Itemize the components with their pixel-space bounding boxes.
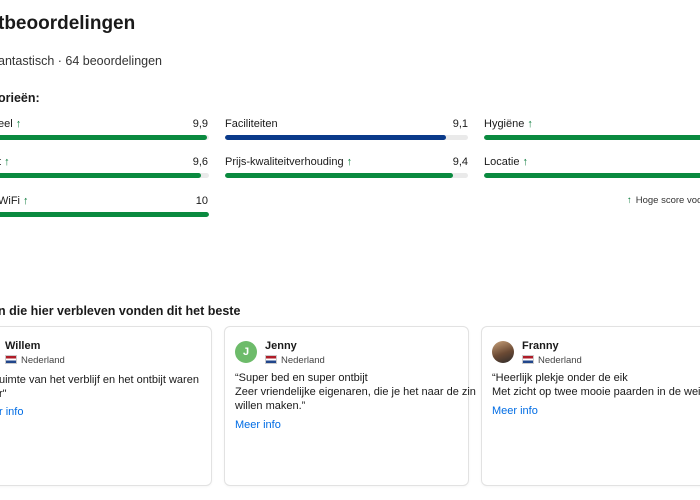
up-arrow-icon: ↑ <box>527 118 533 130</box>
review-card: Willem Nederland uimte van het verblijf … <box>0 326 212 486</box>
score-bar-fill <box>225 135 447 140</box>
category-staff: eel ↑ 9,9 <box>0 118 210 140</box>
guests-heading: n die hier verbleven vonden dit het best… <box>0 304 241 318</box>
review-quote: uimte van het verblijf en het ontbijt wa… <box>0 373 199 401</box>
score-bar <box>225 173 468 178</box>
category-hygiene: Hygiëne ↑ <box>484 118 700 140</box>
score-bar <box>0 173 209 178</box>
category-name: Prijs-kwaliteitverhouding ↑ <box>225 156 353 168</box>
up-arrow-icon: ↑ <box>346 156 353 168</box>
score-bar <box>0 135 209 140</box>
guest-country: Nederland <box>522 355 582 366</box>
guest-country: Nederland <box>5 355 65 366</box>
high-score-note: ↑ Hoge score voo <box>627 195 700 206</box>
review-quote: “Super bed en super ontbijt Zeer vriende… <box>235 371 476 413</box>
score-bar-fill <box>0 212 209 217</box>
category-facilities: Faciliteiten 9,1 <box>225 118 468 140</box>
score-bar <box>484 135 700 140</box>
country-name: Nederland <box>21 355 65 366</box>
score-bar <box>484 173 700 178</box>
quote-line: willen maken.” <box>235 400 306 412</box>
up-arrow-icon: ↑ <box>522 156 528 168</box>
quote-line: Zeer vriendelijke eigenaren, die je het … <box>235 386 476 398</box>
page-title: tbeoordelingen <box>0 13 136 34</box>
up-arrow-icon: ↑ <box>627 195 632 206</box>
high-score-note-text: Hoge score voo <box>635 195 700 206</box>
netherlands-flag-icon <box>265 355 277 364</box>
avatar: J <box>235 341 257 363</box>
guest-name: Jenny <box>265 340 297 352</box>
category-score: 9,6 <box>192 156 208 168</box>
quote-line: “Heerlijk plekje onder de eik <box>492 372 628 384</box>
country-name: Nederland <box>281 355 325 366</box>
category-score: 9,4 <box>452 156 468 168</box>
category-score: 9,1 <box>452 118 468 130</box>
categories-heading: orieën: <box>0 91 40 105</box>
category-name: Locatie ↑ <box>484 156 528 168</box>
score-bar-fill <box>0 173 201 178</box>
avatar <box>492 341 514 363</box>
review-summary: antastisch · 64 beoordelingen <box>0 54 163 68</box>
category-score: 9,9 <box>192 118 208 130</box>
score-bar <box>0 212 209 217</box>
score-bar-fill <box>0 135 207 140</box>
score-bar-fill <box>484 135 700 140</box>
up-arrow-icon: ↑ <box>23 195 29 207</box>
category-wifi: WiFi ↑ 10 <box>0 195 210 217</box>
quote-line: r" <box>0 388 7 400</box>
category-name: eel ↑ <box>0 118 22 130</box>
netherlands-flag-icon <box>5 355 17 364</box>
category-name: t↑ <box>0 156 10 168</box>
quote-line: uimte van het verblijf en het ontbijt wa… <box>0 374 199 386</box>
category-score: 10 <box>195 195 208 207</box>
review-card: Franny Nederland “Heerlijk plekje onder … <box>481 326 700 486</box>
category-name: Faciliteiten <box>225 118 278 130</box>
score-bar-fill <box>484 173 700 178</box>
more-info-link[interactable]: r info <box>0 406 24 418</box>
netherlands-flag-icon <box>522 355 534 364</box>
score-bar-fill <box>225 173 454 178</box>
quote-line: Met zicht op twee mooie paarden in de we… <box>492 386 700 398</box>
guest-country: Nederland <box>265 355 325 366</box>
up-arrow-icon: ↑ <box>15 118 22 130</box>
score-bar <box>225 135 468 140</box>
review-card: J Jenny Nederland “Super bed en super on… <box>224 326 476 486</box>
category-comfort: t↑ 9,6 <box>0 156 210 178</box>
category-name: WiFi ↑ <box>0 195 29 207</box>
guest-name: Franny <box>522 340 559 352</box>
category-location: Locatie ↑ <box>484 156 700 178</box>
category-value-for-money: Prijs-kwaliteitverhouding ↑ 9,4 <box>225 156 468 178</box>
review-quote: “Heerlijk plekje onder de eik Met zicht … <box>492 371 700 399</box>
country-name: Nederland <box>538 355 582 366</box>
more-info-link[interactable]: Meer info <box>235 419 281 431</box>
guest-name: Willem <box>5 340 41 352</box>
quote-line: “Super bed en super ontbijt <box>235 372 368 384</box>
category-name: Hygiëne ↑ <box>484 118 533 130</box>
more-info-link[interactable]: Meer info <box>492 405 538 417</box>
up-arrow-icon: ↑ <box>4 156 10 168</box>
